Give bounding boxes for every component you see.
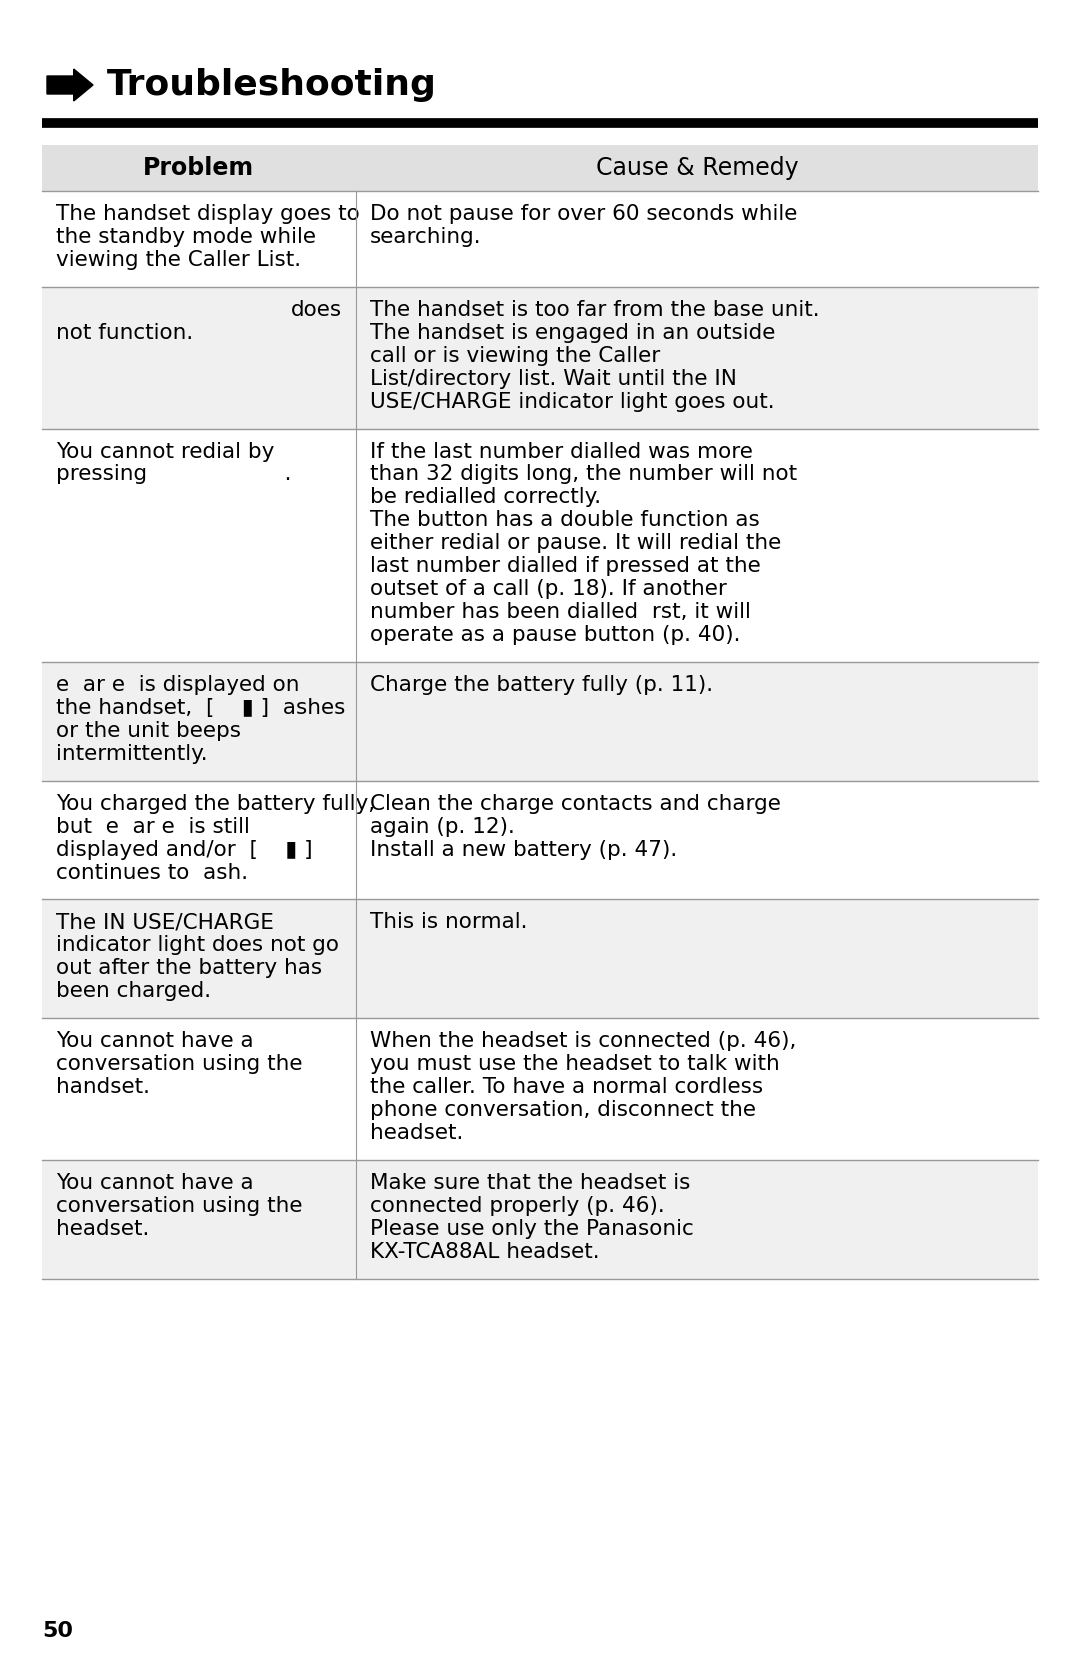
Text: When the headset is connected (p. 46),: When the headset is connected (p. 46), [369, 1031, 796, 1051]
Text: Install a new battery (p. 47).: Install a new battery (p. 47). [369, 840, 677, 860]
Text: displayed and/or  [    ▮ ]: displayed and/or [ ▮ ] [56, 840, 312, 860]
Text: be redialled correctly.: be redialled correctly. [369, 487, 600, 507]
Text: continues to  ash.: continues to ash. [56, 863, 248, 883]
Text: indicator light does not go: indicator light does not go [56, 935, 339, 955]
Bar [42, 145, 1038, 190]
Text: either redial or pause. It will redial the: either redial or pause. It will redial t… [369, 534, 781, 554]
Text: You cannot redial by: You cannot redial by [56, 442, 274, 462]
Text: again (p. 12).: again (p. 12). [369, 816, 514, 836]
Text: This is normal.: This is normal. [369, 913, 527, 933]
Text: Charge the battery fully (p. 11).: Charge the battery fully (p. 11). [369, 674, 713, 694]
Text: than 32 digits long, the number will not: than 32 digits long, the number will not [369, 464, 797, 484]
Bar [42, 1160, 1038, 1278]
Text: the standby mode while: the standby mode while [56, 227, 316, 247]
Text: number has been dialled  rst, it will: number has been dialled rst, it will [369, 603, 751, 623]
Text: Make sure that the headset is: Make sure that the headset is [369, 1173, 690, 1193]
Bar [42, 781, 1038, 900]
Text: out after the battery has: out after the battery has [56, 958, 322, 978]
Text: viewing the Caller List.: viewing the Caller List. [56, 250, 301, 270]
Text: Please use only the Panasonic: Please use only the Panasonic [369, 1218, 693, 1238]
Text: does: does [291, 300, 341, 320]
Text: conversation using the: conversation using the [56, 1055, 302, 1075]
Text: Cause & Remedy: Cause & Remedy [595, 155, 798, 180]
Text: headset.: headset. [56, 1218, 149, 1238]
Text: You charged the battery fully,: You charged the battery fully, [56, 794, 375, 814]
Text: last number dialled if pressed at the: last number dialled if pressed at the [369, 556, 760, 576]
Text: outset of a call (p. 18). If another: outset of a call (p. 18). If another [369, 579, 727, 599]
Text: The handset is too far from the base unit.: The handset is too far from the base uni… [369, 300, 820, 320]
Text: pressing                    .: pressing . [56, 464, 292, 484]
Text: The handset display goes to: The handset display goes to [56, 204, 360, 224]
Text: operate as a pause button (p. 40).: operate as a pause button (p. 40). [369, 624, 740, 644]
Text: not function.: not function. [56, 322, 193, 342]
Text: conversation using the: conversation using the [56, 1197, 302, 1217]
Text: You cannot have a: You cannot have a [56, 1031, 254, 1051]
Text: or the unit beeps: or the unit beeps [56, 721, 241, 741]
Text: intermittently.: intermittently. [56, 744, 207, 764]
Text: Problem: Problem [144, 155, 255, 180]
Text: headset.: headset. [369, 1123, 463, 1143]
Text: phone conversation, disconnect the: phone conversation, disconnect the [369, 1100, 756, 1120]
Polygon shape [48, 68, 93, 102]
Text: Troubleshooting: Troubleshooting [107, 68, 437, 102]
Text: If the last number dialled was more: If the last number dialled was more [369, 442, 753, 462]
Text: the handset,  [    ▮ ]  ashes: the handset, [ ▮ ] ashes [56, 698, 346, 718]
Text: 50: 50 [42, 1621, 73, 1641]
Text: but  e  ar e  is still: but e ar e is still [56, 816, 249, 836]
Text: connected properly (p. 46).: connected properly (p. 46). [369, 1197, 664, 1217]
Bar [42, 1018, 1038, 1160]
Text: List/directory list. Wait until the IN: List/directory list. Wait until the IN [369, 369, 737, 389]
Text: You cannot have a: You cannot have a [56, 1173, 254, 1193]
Text: searching.: searching. [369, 227, 482, 247]
Text: handset.: handset. [56, 1077, 150, 1097]
Bar [42, 287, 1038, 429]
Text: The IN USE/CHARGE: The IN USE/CHARGE [56, 913, 274, 933]
Text: e  ar e  is displayed on: e ar e is displayed on [56, 674, 299, 694]
Text: Do not pause for over 60 seconds while: Do not pause for over 60 seconds while [369, 204, 797, 224]
Bar [42, 429, 1038, 663]
Bar [42, 663, 1038, 781]
Bar [42, 900, 1038, 1018]
Text: been charged.: been charged. [56, 981, 211, 1001]
Text: The button has a double function as: The button has a double function as [369, 511, 759, 531]
Text: USE/CHARGE indicator light goes out.: USE/CHARGE indicator light goes out. [369, 392, 774, 412]
Text: the caller. To have a normal cordless: the caller. To have a normal cordless [369, 1077, 762, 1097]
Text: Clean the charge contacts and charge: Clean the charge contacts and charge [369, 794, 781, 814]
Text: call or is viewing the Caller: call or is viewing the Caller [369, 345, 660, 366]
Text: you must use the headset to talk with: you must use the headset to talk with [369, 1055, 780, 1075]
Text: The handset is engaged in an outside: The handset is engaged in an outside [369, 322, 775, 342]
Bar [42, 190, 1038, 287]
Text: KX-TCA88AL headset.: KX-TCA88AL headset. [369, 1242, 599, 1262]
